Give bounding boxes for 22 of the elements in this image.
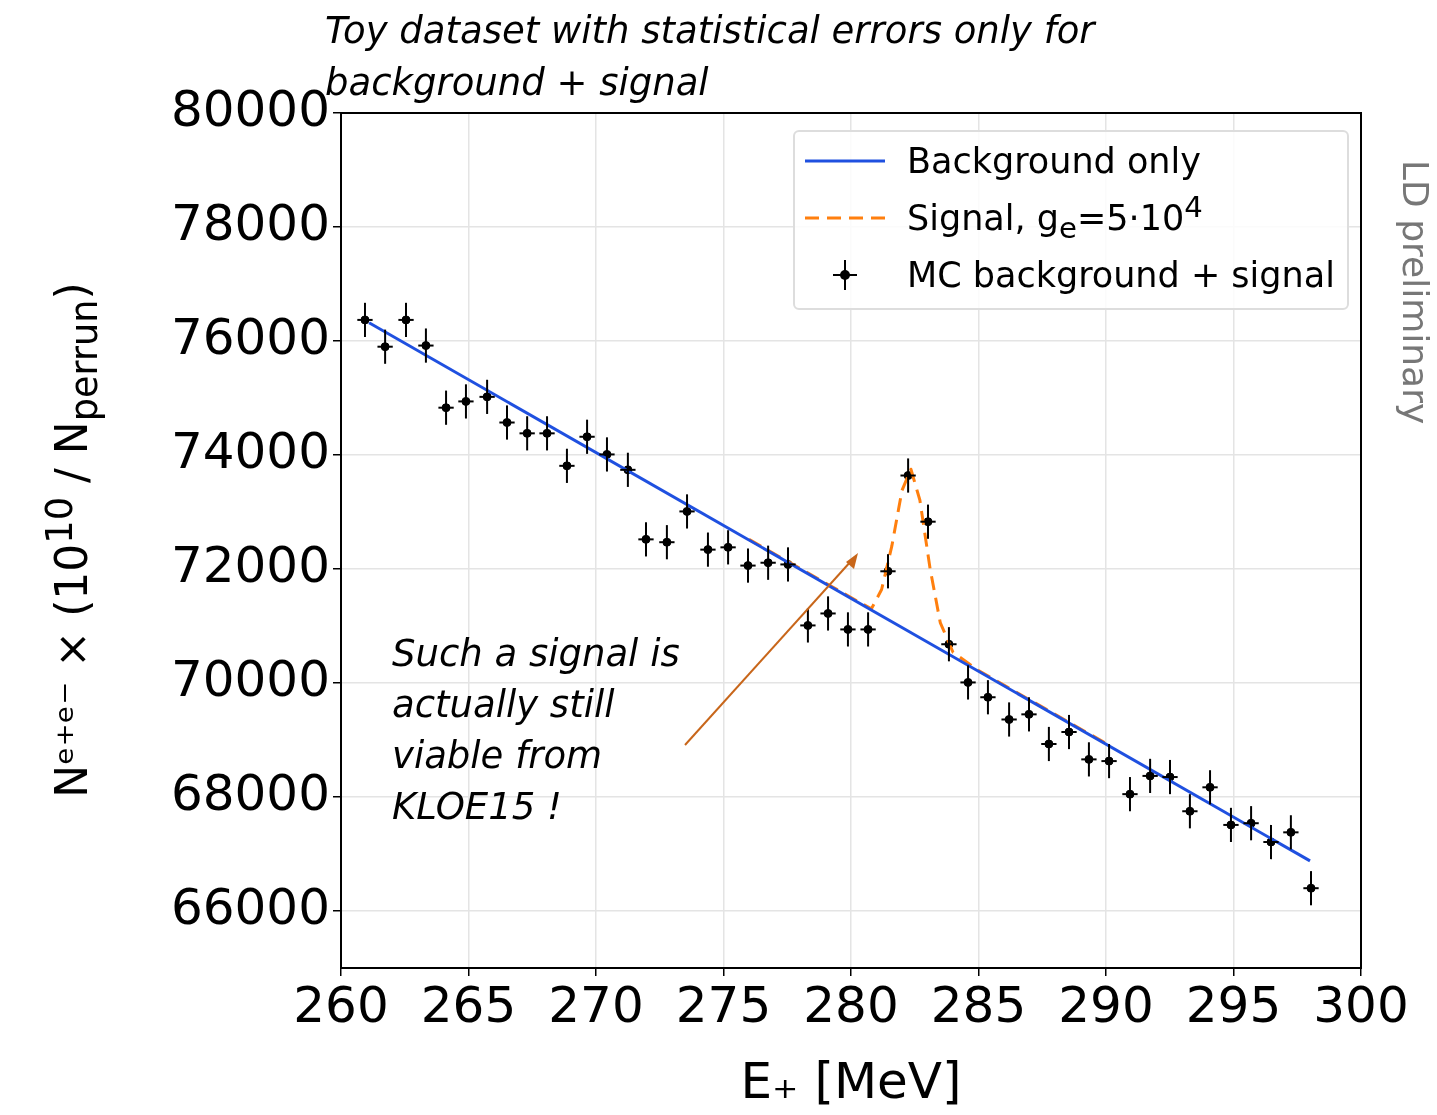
y-tick-label: 74000 (170, 421, 330, 480)
x-tick-label: 290 (1058, 975, 1154, 1034)
x-tick-label: 260 (293, 975, 389, 1034)
x-tick-label: 295 (1185, 975, 1282, 1034)
annotation: Such a signal is actually still viable from KLOE15 ! (392, 631, 681, 830)
x-tick-label: 300 (1313, 975, 1409, 1034)
y-tick-label: 70000 (170, 649, 330, 708)
y-tick-label: 68000 (170, 763, 330, 822)
legend-label: Background only (907, 140, 1201, 181)
x-tick-label: 265 (420, 975, 517, 1034)
y-tick-label: 66000 (170, 877, 330, 936)
legend-label: Signal, g$_{e}$=5·10$^{4}$ (907, 190, 1203, 245)
x-tick-label: 270 (548, 975, 644, 1034)
y-tick-label: 76000 (170, 307, 330, 366)
y-tick-label: 72000 (170, 535, 330, 594)
y-tick-label: 78000 (170, 193, 330, 252)
x-tick-label: 275 (675, 975, 772, 1034)
legend-label: MC background + signal (907, 254, 1335, 295)
x-axis-title: E₊ [MeV] (739, 1052, 963, 1110)
text: LD preliminary (1395, 160, 1436, 425)
x-tick-label: 285 (930, 975, 1027, 1034)
x-tick-label: 280 (803, 975, 899, 1034)
